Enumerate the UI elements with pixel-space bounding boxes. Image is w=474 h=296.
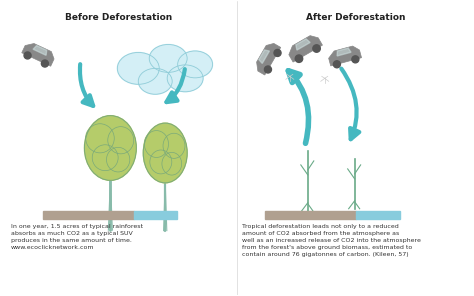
- Ellipse shape: [145, 131, 168, 157]
- Bar: [134, 211, 177, 219]
- Polygon shape: [33, 46, 46, 55]
- Circle shape: [274, 49, 281, 57]
- Ellipse shape: [162, 152, 182, 175]
- Ellipse shape: [84, 116, 137, 180]
- Circle shape: [333, 61, 340, 68]
- Text: After Deforestation: After Deforestation: [306, 13, 405, 22]
- Circle shape: [313, 45, 320, 52]
- Circle shape: [24, 52, 31, 59]
- Ellipse shape: [163, 133, 185, 158]
- Ellipse shape: [150, 150, 172, 174]
- Ellipse shape: [108, 127, 134, 154]
- Polygon shape: [256, 44, 281, 75]
- Ellipse shape: [178, 51, 212, 78]
- Circle shape: [264, 66, 272, 73]
- Ellipse shape: [107, 147, 130, 172]
- Polygon shape: [22, 44, 54, 66]
- Bar: [43, 211, 134, 219]
- Ellipse shape: [118, 52, 159, 84]
- Polygon shape: [337, 48, 351, 56]
- Ellipse shape: [92, 145, 118, 170]
- Bar: [356, 211, 400, 219]
- Circle shape: [352, 56, 359, 63]
- Ellipse shape: [143, 123, 187, 183]
- Ellipse shape: [167, 65, 203, 92]
- Circle shape: [41, 60, 48, 67]
- Circle shape: [295, 55, 303, 62]
- Bar: [265, 211, 356, 219]
- Polygon shape: [289, 36, 322, 62]
- Ellipse shape: [138, 68, 172, 94]
- Polygon shape: [328, 46, 362, 66]
- Ellipse shape: [149, 44, 187, 72]
- Polygon shape: [296, 39, 310, 50]
- Text: Before Deforestation: Before Deforestation: [65, 13, 172, 22]
- Polygon shape: [259, 50, 269, 63]
- Text: In one year, 1.5 acres of typical rainforest
absorbs as much CO2 as a typical SU: In one year, 1.5 acres of typical rainfo…: [11, 224, 143, 250]
- Text: Tropical deforestation leads not only to a reduced
amount of CO2 absorbed from t: Tropical deforestation leads not only to…: [242, 224, 421, 257]
- Ellipse shape: [86, 124, 114, 153]
